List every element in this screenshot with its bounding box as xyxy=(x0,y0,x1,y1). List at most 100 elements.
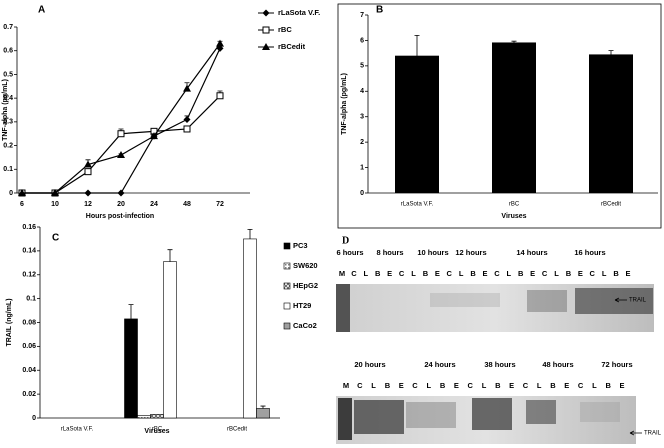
error-bar xyxy=(167,249,173,262)
time-label: 8 hours xyxy=(376,248,403,257)
lane-label: C xyxy=(590,269,596,278)
lane-label: C xyxy=(578,381,584,390)
lane-label: L xyxy=(411,269,416,278)
marker-arrow xyxy=(629,430,642,436)
point xyxy=(84,160,92,168)
bar xyxy=(124,318,138,419)
error-bar xyxy=(128,304,134,319)
error-bar xyxy=(260,405,266,409)
legend-swatch xyxy=(283,242,291,250)
legend-label: rBCedit xyxy=(278,42,306,51)
error-bar xyxy=(414,34,420,77)
marker-label: TRAIL xyxy=(629,298,647,304)
y-tick-label: 0.6 xyxy=(3,48,13,55)
y-tick-label: 0.3 xyxy=(3,119,13,126)
point xyxy=(117,189,125,197)
lane-label: C xyxy=(542,269,548,278)
x-tick-label: rLaSota V.F. xyxy=(401,202,434,208)
lane-label: M xyxy=(339,269,345,278)
lane-label: B xyxy=(495,381,501,390)
time-label: 16 hours xyxy=(574,248,605,257)
point xyxy=(117,151,125,159)
legend-marker xyxy=(262,43,270,50)
lane-label: B xyxy=(423,269,429,278)
y-tick-label: 1 xyxy=(360,164,364,171)
lane-label: L xyxy=(592,381,597,390)
lane-label: B xyxy=(440,381,446,390)
x-axis-label: Hours post-infection xyxy=(86,213,154,220)
y-axis-label: TNF-alpha (pg/mL) xyxy=(341,73,348,135)
y-tick-label: 7 xyxy=(360,12,364,19)
legend-marker xyxy=(262,9,270,17)
lane-label: B xyxy=(518,269,524,278)
legend-label: HT29 xyxy=(293,301,311,310)
y-tick-label: 5 xyxy=(360,63,364,70)
y-tick-label: 0.1 xyxy=(26,295,36,302)
point xyxy=(183,84,191,92)
time-label: 48 hours xyxy=(542,360,573,369)
bar xyxy=(395,55,439,193)
panel-label: C xyxy=(52,233,59,244)
lane-label: E xyxy=(454,381,459,390)
bar xyxy=(137,415,151,419)
y-tick-label: 3 xyxy=(360,114,364,121)
point xyxy=(216,39,224,47)
point xyxy=(51,189,59,196)
y-tick-label: 0.5 xyxy=(3,71,13,78)
legend-label: SW620 xyxy=(293,261,318,270)
y-tick-label: 0.02 xyxy=(22,391,36,398)
bar xyxy=(589,54,633,193)
lane-label: L xyxy=(602,269,607,278)
lane-label: C xyxy=(351,269,357,278)
lane-label: E xyxy=(625,269,630,278)
point xyxy=(84,168,92,176)
bar xyxy=(256,408,270,419)
bar xyxy=(150,414,164,419)
y-tick-label: 0.7 xyxy=(3,24,13,31)
point xyxy=(117,130,125,138)
error-bar xyxy=(247,228,253,239)
lane-label: L xyxy=(482,381,487,390)
y-tick-label: 6 xyxy=(360,37,364,44)
time-label: 38 hours xyxy=(484,360,515,369)
y-tick-label: 2 xyxy=(360,139,364,146)
line xyxy=(22,48,221,194)
lane-label: E xyxy=(578,269,583,278)
legend-marker xyxy=(262,26,270,34)
lane-label: E xyxy=(530,269,535,278)
point xyxy=(18,189,26,196)
lane-label: E xyxy=(509,381,514,390)
lane-label: B xyxy=(385,381,391,390)
x-axis-label: Viruses xyxy=(501,213,526,220)
x-axis-label: Viruses xyxy=(144,428,169,435)
x-tick-label: 10 xyxy=(51,201,59,208)
lane-label: E xyxy=(435,269,440,278)
y-axis-label: TNF-alpha (pg/mL) xyxy=(2,79,9,141)
lane-label: L xyxy=(537,381,542,390)
lane-label: L xyxy=(427,381,432,390)
y-tick-label: 0.16 xyxy=(22,224,36,231)
bar xyxy=(163,261,177,419)
lane-label: B xyxy=(375,269,381,278)
bar xyxy=(492,42,536,193)
panel-label: A xyxy=(38,5,45,16)
line xyxy=(22,95,221,194)
point xyxy=(84,189,92,197)
legend-swatch xyxy=(283,302,291,310)
y-axis-label: TRAIL (ng/mL) xyxy=(6,298,13,346)
time-label: 6 hours xyxy=(336,248,363,257)
lane-label: E xyxy=(399,381,404,390)
x-tick-label: 48 xyxy=(183,201,191,208)
lane-label: L xyxy=(554,269,559,278)
lane-label: L xyxy=(459,269,464,278)
x-tick-label: rBC xyxy=(509,202,520,208)
time-label: 12 hours xyxy=(455,248,486,257)
x-tick-label: 12 xyxy=(84,201,92,208)
lane-label: B xyxy=(550,381,556,390)
time-label: 14 hours xyxy=(516,248,547,257)
x-tick-label: 20 xyxy=(117,201,125,208)
y-tick-label: 0.06 xyxy=(22,343,36,350)
x-tick-label: 24 xyxy=(150,201,158,208)
point xyxy=(183,115,191,123)
